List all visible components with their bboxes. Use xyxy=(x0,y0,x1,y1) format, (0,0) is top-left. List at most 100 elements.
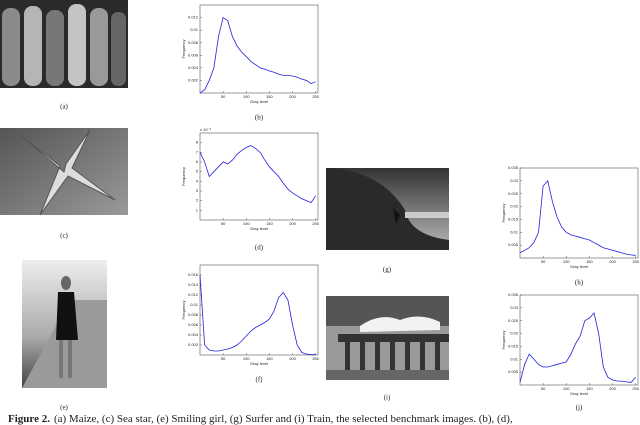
x-tick-label: 100 xyxy=(563,386,570,391)
y-tick-label: 0.005 xyxy=(508,369,519,374)
y-tick-label: 0.015 xyxy=(508,343,519,348)
y-tick-label: 0.02 xyxy=(510,204,519,209)
x-tick-label: 50 xyxy=(541,386,546,391)
plot-frame xyxy=(519,167,639,259)
y-tick-label: 4 xyxy=(196,178,199,183)
chart-caption: (j) xyxy=(576,404,583,412)
train-image xyxy=(326,296,449,380)
y-tick-label: 0.004 xyxy=(188,332,199,337)
y-tick-label: 0.014 xyxy=(188,282,199,287)
chart-caption: (b) xyxy=(255,114,264,122)
x-tick-label: 100 xyxy=(243,94,250,99)
x-axis-label: Gray level xyxy=(250,361,268,366)
x-tick-label: 150 xyxy=(266,221,273,226)
image-caption: (a) xyxy=(60,103,68,111)
y-tick-label: 2 xyxy=(196,198,199,203)
x-axis-label: Gray level xyxy=(570,264,588,269)
x-tick-label: 250 xyxy=(312,221,319,226)
y-tick-label: 0.004 xyxy=(188,65,199,70)
chart-caption: (h) xyxy=(575,279,584,287)
chart-caption: (d) xyxy=(255,244,264,252)
y-axis-label: Frequency xyxy=(501,204,506,223)
plot-frame xyxy=(519,294,639,386)
y-tick-label: 5 xyxy=(196,169,199,174)
x-tick-label: 250 xyxy=(632,259,639,264)
x-tick-label: 200 xyxy=(289,221,296,226)
y-tick-label: 6 xyxy=(196,159,199,164)
x-tick-label: 250 xyxy=(312,356,319,361)
image-caption: (e) xyxy=(60,404,68,412)
x-tick-label: 100 xyxy=(563,259,570,264)
x-tick-label: 150 xyxy=(266,356,273,361)
y-tick-label: 0.035 xyxy=(508,165,519,170)
y-tick-label: 8 xyxy=(196,140,199,145)
y-tick-label: 3 xyxy=(196,188,199,193)
y-tick-label: 0.01 xyxy=(190,27,199,32)
y-tick-label: 0.002 xyxy=(188,77,199,82)
y-axis-label: Frequency xyxy=(181,167,186,186)
x-axis-label: Gray level xyxy=(250,99,268,104)
x-tick-label: 150 xyxy=(586,386,593,391)
y-axis-label: Frequency xyxy=(501,331,506,350)
histogram-line xyxy=(519,312,636,383)
x-tick-label: 50 xyxy=(541,259,546,264)
y-tick-label: 0.006 xyxy=(188,52,199,57)
y-tick-label: 0.035 xyxy=(508,292,519,297)
y-tick-label: 0.006 xyxy=(188,322,199,327)
x-tick-label: 150 xyxy=(586,259,593,264)
plot-frame xyxy=(199,264,319,356)
y-tick-label: 0.002 xyxy=(188,342,199,347)
y-tick-label: 0.01 xyxy=(510,356,519,361)
x-tick-label: 50 xyxy=(221,221,226,226)
sea-star-image xyxy=(0,128,128,216)
x-tick-label: 100 xyxy=(243,221,250,226)
y-tick-label: 0.008 xyxy=(188,40,199,45)
x-axis-label: Gray level xyxy=(570,391,588,396)
image-caption: (c) xyxy=(60,232,68,240)
maize-image xyxy=(0,0,128,88)
y-axis-label: Frequency xyxy=(181,40,186,59)
caption-label: Figure 2. xyxy=(8,413,50,425)
histogram-line xyxy=(519,180,636,256)
y-tick-label: 0.012 xyxy=(188,292,199,297)
y-multiplier: x 10⁻³ xyxy=(200,127,212,132)
x-tick-label: 200 xyxy=(609,386,616,391)
surfer-image xyxy=(326,168,449,250)
chart-caption: (f) xyxy=(256,376,264,384)
image-caption: (g) xyxy=(383,266,392,274)
x-tick-label: 200 xyxy=(289,356,296,361)
x-tick-label: 50 xyxy=(221,356,226,361)
x-tick-label: 200 xyxy=(289,94,296,99)
histogram-line xyxy=(199,274,316,355)
y-tick-label: 0.016 xyxy=(188,272,199,277)
x-tick-label: 200 xyxy=(609,259,616,264)
y-tick-label: 7 xyxy=(196,149,199,154)
y-tick-label: 0.012 xyxy=(188,15,199,20)
caption-text: (a) Maize, (c) Sea star, (e) Smiling gir… xyxy=(54,413,513,425)
y-tick-label: 0.025 xyxy=(508,191,519,196)
y-tick-label: 0.008 xyxy=(188,312,199,317)
x-tick-label: 100 xyxy=(243,356,250,361)
y-tick-label: 0.01 xyxy=(190,302,199,307)
girl-image xyxy=(22,260,107,388)
plot-frame xyxy=(199,132,319,221)
x-tick-label: 150 xyxy=(266,94,273,99)
y-tick-label: 1 xyxy=(196,207,199,212)
histogram-line xyxy=(199,145,317,204)
y-tick-label: 0.02 xyxy=(510,331,519,336)
x-tick-label: 250 xyxy=(632,386,639,391)
x-tick-label: 50 xyxy=(221,94,226,99)
image-caption: (i) xyxy=(384,394,391,402)
plot-frame xyxy=(199,4,319,94)
x-axis-label: Gray level xyxy=(250,226,268,231)
y-tick-label: 0.005 xyxy=(508,242,519,247)
y-axis-label: Frequency xyxy=(181,301,186,320)
x-tick-label: 250 xyxy=(312,94,319,99)
figure-caption: Figure 2. (a) Maize, (c) Sea star, (e) Sm… xyxy=(8,413,513,425)
y-tick-label: 0.03 xyxy=(510,178,519,183)
y-tick-label: 0.025 xyxy=(508,318,519,323)
y-tick-label: 0.01 xyxy=(510,229,519,234)
y-tick-label: 0.03 xyxy=(510,305,519,310)
